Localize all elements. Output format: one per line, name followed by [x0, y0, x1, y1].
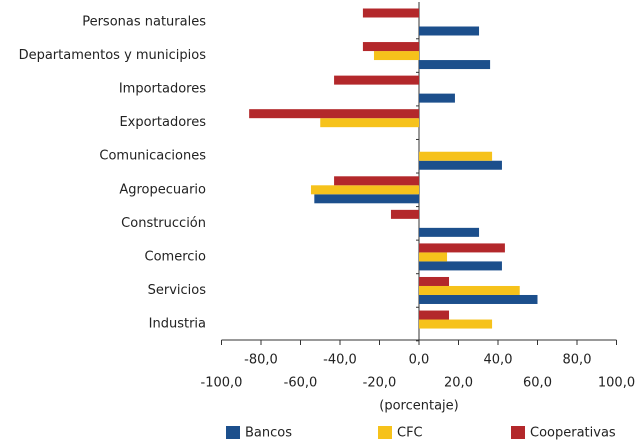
- legend-swatch: [511, 426, 525, 439]
- x-tick-label: 60,0: [523, 376, 552, 391]
- legend-swatch: [378, 426, 392, 439]
- bar: [362, 8, 419, 18]
- bar: [419, 26, 480, 36]
- bar: [419, 160, 502, 170]
- legend-swatch: [226, 426, 240, 439]
- category-label: Construcción: [121, 216, 206, 231]
- bar: [419, 151, 493, 161]
- bar: [334, 75, 419, 85]
- bar: [390, 209, 419, 219]
- x-tick-label: -100,0: [201, 376, 243, 391]
- bar: [419, 276, 450, 286]
- category-label: Comercio: [145, 249, 207, 264]
- category-label: Exportadores: [119, 115, 206, 130]
- legend-label: CFC: [397, 426, 423, 440]
- bar: [249, 109, 419, 119]
- bar: [362, 42, 419, 52]
- bar: [419, 294, 538, 304]
- bar: [314, 194, 419, 204]
- x-tick-label: -40,0: [323, 353, 357, 368]
- bar: [310, 185, 419, 195]
- x-tick-label: 100,0: [598, 376, 635, 391]
- bar: [334, 176, 419, 186]
- x-axis-label: (porcentaje): [379, 399, 458, 414]
- bar: [419, 93, 455, 103]
- x-tick-label: -60,0: [284, 376, 318, 391]
- bar: [419, 252, 448, 262]
- x-tick-label: 80,0: [563, 353, 592, 368]
- x-tick-label: 40,0: [484, 353, 513, 368]
- category-label: Agropecuario: [119, 182, 206, 197]
- bar: [320, 118, 419, 128]
- category-label: Importadores: [119, 82, 206, 97]
- bar: [419, 261, 502, 271]
- category-label: Industria: [149, 317, 206, 332]
- x-tick-label: -20,0: [363, 376, 397, 391]
- category-label: Servicios: [148, 283, 207, 298]
- x-tick-label: 0,0: [409, 353, 430, 368]
- legend-label: Cooperativas: [530, 426, 616, 440]
- category-label: Comunicaciones: [99, 149, 206, 164]
- bar: [419, 243, 505, 253]
- bar: [419, 319, 493, 329]
- bar: [373, 51, 419, 61]
- bar: [419, 310, 450, 320]
- bar: [419, 60, 491, 70]
- legend-label: Bancos: [245, 426, 292, 440]
- category-label: Departamentos y municipios: [19, 48, 207, 63]
- x-tick-label: 20,0: [444, 376, 473, 391]
- bar: [419, 285, 520, 295]
- x-tick-label: -80,0: [244, 353, 278, 368]
- category-label: Personas naturales: [82, 15, 206, 30]
- bar: [419, 227, 480, 237]
